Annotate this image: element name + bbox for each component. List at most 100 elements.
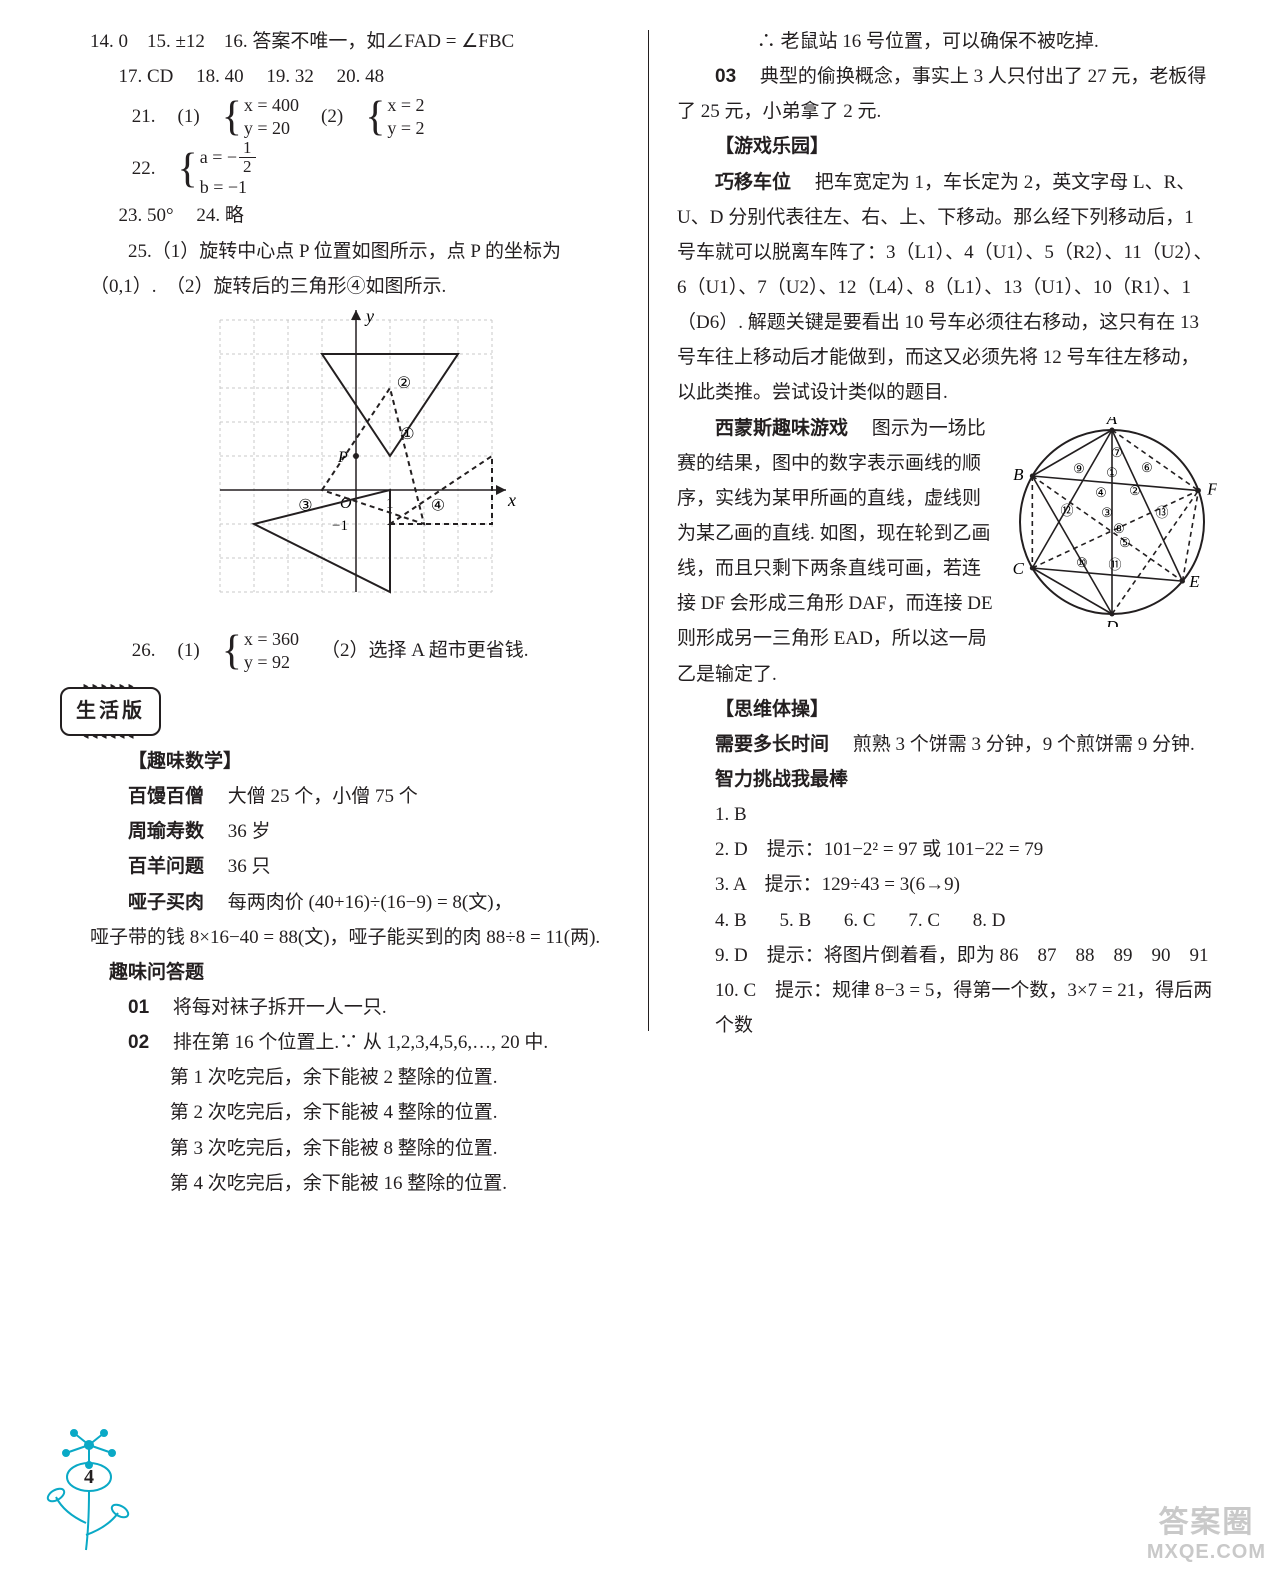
- flower-icon: 4: [34, 1405, 144, 1555]
- eq26-1b: y = 92: [244, 651, 299, 674]
- svg-text:⑩: ⑩: [1076, 555, 1088, 570]
- watermark-line1: 答案圈: [1147, 1497, 1266, 1541]
- answers-line-17-20: 17. CD 18. 40 19. 32 20. 48: [90, 59, 620, 94]
- svg-text:③: ③: [298, 497, 312, 514]
- svg-text:C: C: [1013, 559, 1025, 578]
- yx1-title: 巧移车位: [677, 172, 791, 193]
- page-number-ornament: 4: [34, 1405, 144, 1560]
- wd02e: 第 4 次吃完后，余下能被 16 整除的位置.: [90, 1166, 620, 1201]
- eq-26: 26. (1) { x = 360 y = 92 （2）选择 A 超市更省钱.: [90, 628, 620, 673]
- ans24: 24. 略: [196, 205, 244, 226]
- wd02a: 02 排在第 16 个位置上.∵ 从 1,2,3,4,5,6,…, 20 中.: [90, 1025, 620, 1060]
- wd01-num: 01: [128, 997, 149, 1018]
- wd02-num: 02: [128, 1032, 149, 1053]
- svg-text:⑪: ⑪: [1108, 557, 1121, 572]
- z7: 7. C: [908, 903, 940, 938]
- z3: 3. A 提示：129÷43 = 3(6→9): [677, 867, 1217, 902]
- svg-text:F: F: [1206, 479, 1217, 498]
- eq26-part2: （2）选择 A 超市更省钱.: [321, 633, 528, 668]
- svg-text:④: ④: [431, 497, 445, 514]
- yx2-text: 图示为一场比赛的结果，图中的数字表示画线的顺序，实线为某甲所画的直线，虚线则为某…: [677, 418, 993, 685]
- answers-line-14-16: 14. 0 15. ±12 16. 答案不唯一，如∠FAD = ∠FBC: [90, 24, 620, 59]
- page-root: 14. 0 15. ±12 16. 答案不唯一，如∠FAD = ∠FBC 17.…: [0, 0, 1280, 1221]
- eq22-sys: { a = − 1 2 b = −1: [178, 139, 256, 198]
- svg-text:⑤: ⑤: [1119, 535, 1131, 550]
- qwsx-1-title: 百馒百僧: [128, 786, 204, 807]
- eq22-a-frac: 1 2: [239, 139, 256, 176]
- eq21-part2: (2): [321, 99, 343, 134]
- svg-text:④: ④: [1095, 485, 1107, 500]
- z4: 4. B: [715, 903, 747, 938]
- wd03-num: 03: [677, 66, 736, 87]
- circle-svg: AFEDCB①②③④⑤⑥⑦⑧⑨⑩⑪⑫⑬: [1007, 417, 1217, 627]
- tc1: 需要多长时间 煎熟 3 个饼需 3 分钟，9 个煎饼需 9 分钟.: [677, 727, 1217, 762]
- sec-qwsx: 【趣味数学】: [90, 744, 620, 779]
- wd01: 01 将每对袜子拆开一人一只.: [90, 990, 620, 1025]
- svg-text:⑦: ⑦: [1111, 445, 1123, 460]
- eq22-b: b = −1: [200, 176, 256, 199]
- qwsx-3-val: 36 只: [228, 856, 271, 877]
- column-divider: [648, 30, 649, 1031]
- qwsx-4-val: 每两肉价 (40+16)÷(16−9) = 8(文)，: [228, 892, 513, 913]
- eq22-a-pre: a = −: [200, 146, 237, 169]
- eq-21: 21. (1) { x = 400 y = 20 (2) { x = 2 y =…: [90, 94, 620, 139]
- svg-text:⑥: ⑥: [1141, 460, 1153, 475]
- tc1-title: 需要多长时间: [677, 734, 829, 755]
- circle-diagram: AFEDCB①②③④⑤⑥⑦⑧⑨⑩⑪⑫⑬: [1007, 417, 1217, 639]
- wd01-text: 将每对袜子拆开一人一只.: [173, 997, 387, 1018]
- eq21-2a: x = 2: [387, 94, 424, 117]
- svg-text:P: P: [337, 449, 348, 466]
- qwsx-4-title: 哑子买肉: [128, 892, 204, 913]
- ans20: 20. 48: [337, 66, 385, 87]
- eq21-part1: (1): [178, 99, 200, 134]
- ans18: 18. 40: [196, 66, 244, 87]
- eq21-sys2: { x = 2 y = 2: [365, 94, 424, 139]
- qwsx-4: 哑子买肉 每两肉价 (40+16)÷(16−9) = 8(文)，: [90, 885, 620, 920]
- svg-text:②: ②: [397, 375, 411, 392]
- eq21-sys1: { x = 400 y = 20: [222, 94, 299, 139]
- svg-text:y: y: [364, 310, 374, 326]
- sec-qwwd: 趣味问答题: [90, 955, 620, 990]
- svg-text:D: D: [1105, 617, 1119, 627]
- eq26-label: 26.: [132, 633, 156, 668]
- wd02f: ∴ 老鼠站 16 号位置，可以确保不被吃掉.: [677, 24, 1217, 59]
- yx2-title: 西蒙斯趣味游戏: [677, 418, 848, 439]
- grid-diagram: xyO1−1P①②③④: [200, 310, 620, 622]
- sec-swtc: 【思维体操】: [677, 692, 1217, 727]
- svg-text:③: ③: [1101, 505, 1113, 520]
- eq-22: 22. { a = − 1 2 b = −1: [90, 139, 620, 198]
- wd02d: 第 3 次吃完后，余下能被 8 整除的位置.: [90, 1131, 620, 1166]
- life-edition-badge: ▸▸▸▸▸▸ 生活版 ◂◂◂◂◂◂: [60, 687, 161, 736]
- tc1-text: 煎熟 3 个饼需 3 分钟，9 个煎饼需 9 分钟.: [853, 734, 1195, 755]
- answers-23-24: 23. 50° 24. 略: [90, 198, 620, 233]
- svg-text:⑨: ⑨: [1073, 461, 1085, 476]
- wd02c: 第 2 次吃完后，余下能被 4 整除的位置.: [90, 1095, 620, 1130]
- qwsx-2: 周瑜寿数 36 岁: [90, 814, 620, 849]
- svg-text:A: A: [1106, 417, 1118, 428]
- qwsx-2-val: 36 岁: [228, 821, 271, 842]
- eq21-1b: y = 20: [244, 117, 299, 140]
- eq21-label: 21.: [132, 99, 156, 134]
- eq22-a-num: 1: [239, 139, 256, 158]
- eq21-1a: x = 400: [244, 94, 299, 117]
- svg-text:⑬: ⑬: [1155, 505, 1168, 520]
- qwsx-3-title: 百羊问题: [128, 856, 204, 877]
- svg-text:⑫: ⑫: [1060, 503, 1073, 518]
- qwsx-3: 百羊问题 36 只: [90, 849, 620, 884]
- yx1-text: 把车宽定为 1，车长定为 2，英文字母 L、R、U、D 分别代表往左、右、上、下…: [677, 172, 1213, 404]
- z10: 10. C 提示：规律 8−3 = 5，得第一个数，3×7 = 21，得后两个数: [677, 973, 1217, 1043]
- yx1: 巧移车位 把车宽定为 1，车长定为 2，英文字母 L、R、U、D 分别代表往左、…: [677, 165, 1217, 411]
- z4-8: 4. B 5. B 6. C 7. C 8. D: [677, 903, 1217, 938]
- svg-text:B: B: [1013, 465, 1024, 484]
- svg-text:①: ①: [400, 426, 414, 443]
- qwsx-1-val: 大僧 25 个，小僧 75 个: [228, 786, 418, 807]
- qwsx-4-line2: 哑子带的钱 8×16−40 = 88(文)，哑子能买到的肉 88÷8 = 11(…: [90, 920, 620, 955]
- wd02b: 第 1 次吃完后，余下能被 2 整除的位置.: [90, 1060, 620, 1095]
- svg-text:x: x: [507, 490, 516, 510]
- z8: 8. D: [973, 903, 1006, 938]
- svg-text:⑧: ⑧: [1113, 521, 1125, 536]
- eq21-2b: y = 2: [387, 117, 424, 140]
- qwsx-2-title: 周瑜寿数: [128, 821, 204, 842]
- svg-text:−1: −1: [332, 518, 348, 534]
- wd03: 03 典型的偷换概念，事实上 3 人只付出了 27 元，老板得了 25 元，小弟…: [677, 59, 1217, 129]
